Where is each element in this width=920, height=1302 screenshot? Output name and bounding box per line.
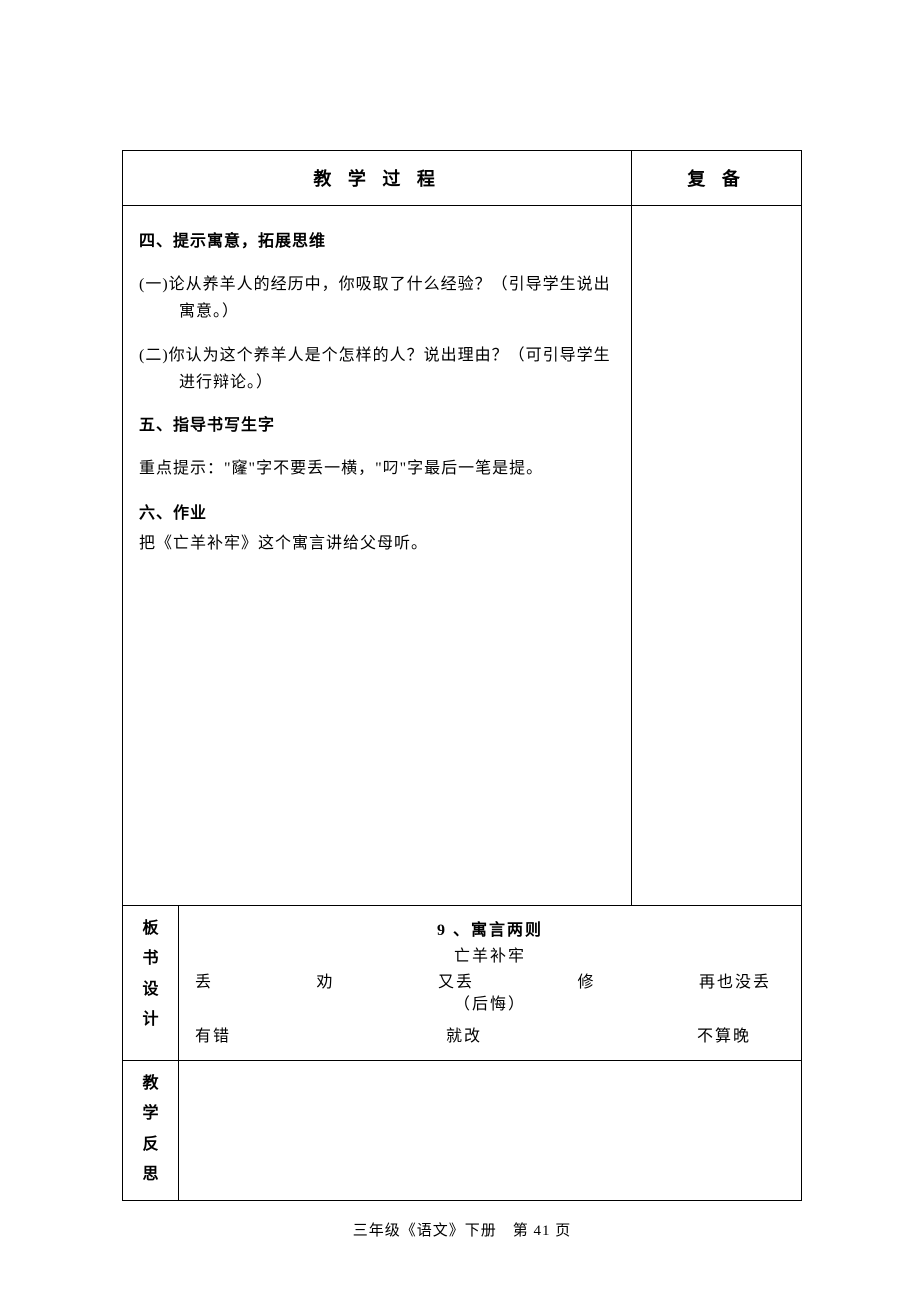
reflect-label-char-2: 学 bbox=[123, 1099, 178, 1129]
process-header: 教 学 过 程 bbox=[123, 151, 632, 206]
section-6-body: 把《亡羊补牢》这个寓言讲给父母听。 bbox=[139, 530, 615, 557]
board-r1-d: 修 bbox=[577, 968, 595, 992]
board-label-char-4: 计 bbox=[123, 1005, 178, 1035]
section-6-title: 六、作业 bbox=[139, 500, 615, 527]
fubei-cell bbox=[632, 206, 802, 906]
board-r1-b: 劝 bbox=[316, 968, 334, 992]
section-4-item-1: (一)论从养羊人的经历中，你吸取了什么经验？（引导学生说出寓意。） bbox=[139, 271, 615, 325]
board-r3-a: 有错 bbox=[195, 1022, 231, 1046]
section-4-item-2: (二)你认为这个养羊人是个怎样的人？说出理由？（可引导学生进行辩论。） bbox=[139, 342, 615, 396]
board-title: 9 、寓言两则 bbox=[189, 916, 791, 940]
reflect-label-char-1: 教 bbox=[123, 1069, 178, 1099]
board-r1-c: 又丢 bbox=[438, 968, 474, 992]
board-content-cell: 9 、寓言两则 亡羊补牢 丢 劝 又丢 修 再也没丢 （后悔） 有错 就改 不算… bbox=[179, 906, 802, 1061]
board-r3-b: 就改 bbox=[446, 1022, 482, 1046]
board-r1-a: 丢 bbox=[195, 968, 213, 992]
board-label-cell: 板 书 设 计 bbox=[123, 906, 179, 1061]
teaching-process-cell: 四、提示寓意，拓展思维 (一)论从养羊人的经历中，你吸取了什么经验？（引导学生说… bbox=[123, 206, 632, 906]
reflect-label-cell: 教 学 反 思 bbox=[123, 1061, 179, 1201]
board-row-1: 丢 劝 又丢 修 再也没丢 bbox=[189, 966, 791, 992]
board-row-2: （后悔） bbox=[189, 990, 791, 1014]
page-container: 教 学 过 程 复 备 四、提示寓意，拓展思维 (一)论从养羊人的经历中，你吸取… bbox=[0, 0, 920, 1280]
reflect-label-char-3: 反 bbox=[123, 1130, 178, 1160]
board-row-3: 有错 就改 不算晚 bbox=[189, 1014, 791, 1050]
board-subtitle: 亡羊补牢 bbox=[189, 942, 791, 966]
fubei-header: 复 备 bbox=[632, 151, 802, 206]
board-r1-e: 再也没丢 bbox=[699, 968, 771, 992]
section-4-title: 四、提示寓意，拓展思维 bbox=[139, 228, 615, 255]
board-reflect-table: 板 书 设 计 9 、寓言两则 亡羊补牢 丢 劝 又丢 修 再也没丢 （后悔） … bbox=[122, 906, 802, 1201]
page-footer: 三年级《语文》下册 第 41 页 bbox=[122, 1219, 802, 1240]
reflect-label-char-4: 思 bbox=[123, 1160, 178, 1190]
reflect-content-cell bbox=[179, 1061, 802, 1201]
header-row: 教 学 过 程 复 备 bbox=[123, 151, 802, 206]
board-label-char-1: 板 bbox=[123, 914, 178, 944]
section-5-body: 重点提示："窿"字不要丢一横，"叼"字最后一笔是提。 bbox=[139, 455, 615, 482]
board-label-char-3: 设 bbox=[123, 975, 178, 1005]
section-5-title: 五、指导书写生字 bbox=[139, 412, 615, 439]
board-r3-c: 不算晚 bbox=[697, 1022, 751, 1046]
board-label-char-2: 书 bbox=[123, 944, 178, 974]
lesson-plan-table: 教 学 过 程 复 备 四、提示寓意，拓展思维 (一)论从养羊人的经历中，你吸取… bbox=[122, 150, 802, 906]
